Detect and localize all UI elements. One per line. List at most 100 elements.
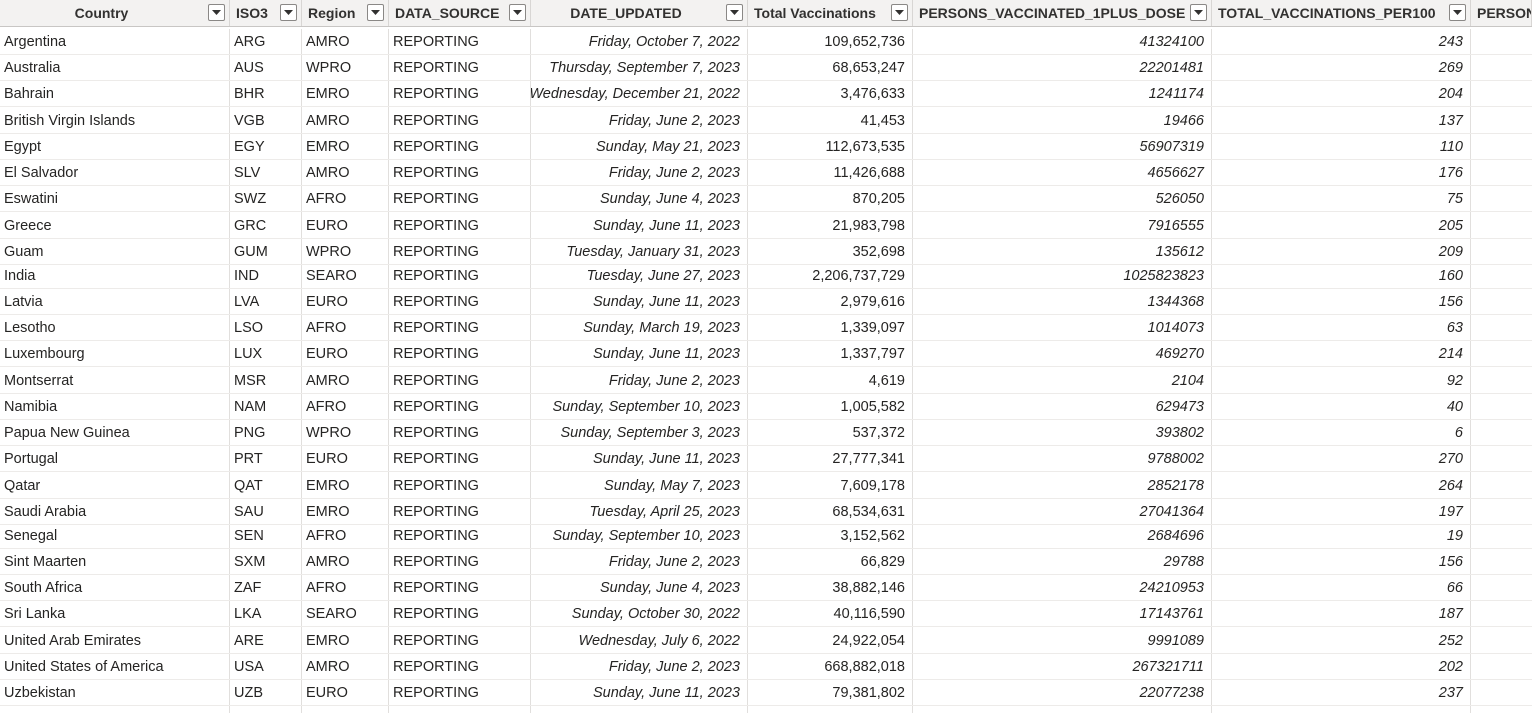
cell-persons-more [1471,134,1532,159]
column-header-total-vaccinations[interactable]: Total Vaccinations [748,0,913,26]
table-row[interactable]: Papua New Guinea PNG WPRO REPORTING Sunday, … [0,420,1532,446]
cell-persons-1plus: 22077238 [913,680,1212,705]
table-row[interactable]: Bahrain BHR EMRO REPORTING Wednesday, Decemb… [0,81,1532,107]
table-row[interactable]: El Salvador SLV AMRO REPORTING Friday, June … [0,160,1532,186]
cell-persons-1plus: 1241174 [913,81,1212,106]
cell-region: SEARO [302,265,389,288]
table-row[interactable]: Guam GUM WPRO REPORTING Tuesday, January 31,… [0,239,1532,265]
cell-persons-1plus: 9788002 [913,446,1212,471]
cell-persons-1plus: 17143761 [913,601,1212,626]
cell-persons-more [1471,81,1532,106]
cell-per100: 63 [1212,315,1471,340]
cell-country: British Virgin Islands [0,107,230,133]
column-header-label: DATA_SOURCE [395,5,500,21]
partial-cell [748,706,913,713]
filter-dropdown-icon[interactable] [367,4,384,21]
table-row[interactable]: Sint Maarten SXM AMRO REPORTING Friday, June… [0,549,1532,575]
filter-dropdown-icon[interactable] [726,4,743,21]
table-row[interactable]: Portugal PRT EURO REPORTING Sunday, June 11,… [0,446,1532,472]
cell-country: Qatar [0,472,230,498]
column-header-date-updated[interactable]: DATE_UPDATED [531,0,748,26]
table-row[interactable]: British Virgin Islands VGB AMRO REPORTING Fr… [0,107,1532,134]
filter-dropdown-icon[interactable] [1190,4,1207,21]
table-row[interactable]: India IND SEARO REPORTING Tuesday, June 27, … [0,265,1532,289]
table-row[interactable]: Egypt EGY EMRO REPORTING Sunday, May 21, 202… [0,134,1532,160]
cell-region: EMRO [302,627,389,653]
cell-total-vaccinations: 41,453 [748,107,913,133]
cell-country: Latvia [0,289,230,314]
cell-persons-more [1471,575,1532,600]
column-header-region[interactable]: Region [302,0,389,26]
cell-date-updated: Sunday, September 10, 2023 [531,525,748,548]
cell-region: AFRO [302,186,389,211]
column-header-persons-more[interactable]: PERSON [1471,0,1532,26]
cell-per100: 110 [1212,134,1471,159]
cell-date-updated: Friday, October 7, 2022 [531,29,748,54]
table-row[interactable]: Eswatini SWZ AFRO REPORTING Sunday, June 4, … [0,186,1532,212]
cell-per100: 137 [1212,107,1471,133]
table-row[interactable]: United Arab Emirates ARE EMRO REPORTING Wedn… [0,627,1532,654]
filter-dropdown-icon[interactable] [509,4,526,21]
column-header-data-source[interactable]: DATA_SOURCE [389,0,531,26]
cell-persons-1plus: 2852178 [913,472,1212,498]
cell-date-updated: Wednesday, December 21, 2022 [531,81,748,106]
partial-cell [302,706,389,713]
table-row[interactable]: United States of America USA AMRO REPORTING… [0,654,1532,680]
cell-country: United Arab Emirates [0,627,230,653]
cell-date-updated: Sunday, June 11, 2023 [531,680,748,705]
table-row[interactable]: Lesotho LSO AFRO REPORTING Sunday, March 19,… [0,315,1532,341]
cell-date-updated: Tuesday, June 27, 2023 [531,265,748,288]
table-row[interactable]: Uzbekistan UZB EURO REPORTING Sunday, June 1… [0,680,1532,706]
column-header-iso3[interactable]: ISO3 [230,0,302,26]
cell-region: SEARO [302,601,389,626]
cell-per100: 209 [1212,239,1471,264]
cell-country: Lesotho [0,315,230,340]
cell-per100: 252 [1212,627,1471,653]
cell-data-source: REPORTING [389,525,531,548]
filter-dropdown-icon[interactable] [208,4,225,21]
table-row[interactable]: Senegal SEN AFRO REPORTING Sunday, September… [0,525,1532,549]
cell-per100: 237 [1212,680,1471,705]
table-row[interactable]: Namibia NAM AFRO REPORTING Sunday, September… [0,394,1532,420]
cell-data-source: REPORTING [389,107,531,133]
cell-date-updated: Friday, June 2, 2023 [531,160,748,185]
cell-iso3: USA [230,654,302,679]
cell-data-source: REPORTING [389,29,531,54]
partial-cell [230,706,302,713]
cell-iso3: SWZ [230,186,302,211]
cell-data-source: REPORTING [389,134,531,159]
cell-persons-more [1471,160,1532,185]
cell-persons-1plus: 629473 [913,394,1212,419]
cell-iso3: SLV [230,160,302,185]
filter-dropdown-icon[interactable] [280,4,297,21]
table-row[interactable]: South Africa ZAF AFRO REPORTING Sunday, June… [0,575,1532,601]
cell-persons-1plus: 2684696 [913,525,1212,548]
cell-iso3: IND [230,265,302,288]
table-row[interactable]: Australia AUS WPRO REPORTING Thursday, Septe… [0,55,1532,81]
column-header-per100[interactable]: TOTAL_VACCINATIONS_PER100 [1212,0,1471,26]
cell-data-source: REPORTING [389,472,531,498]
cell-data-source: REPORTING [389,265,531,288]
filter-dropdown-icon[interactable] [891,4,908,21]
cell-persons-more [1471,654,1532,679]
cell-date-updated: Sunday, June 4, 2023 [531,575,748,600]
column-header-country[interactable]: Country [0,0,230,26]
table-row[interactable]: Montserrat MSR AMRO REPORTING Friday, June 2… [0,367,1532,394]
cell-region: AFRO [302,525,389,548]
table-row[interactable]: Luxembourg LUX EURO REPORTING Sunday, June 1… [0,341,1532,367]
table-row[interactable]: Qatar QAT EMRO REPORTING Sunday, May 7, 2023… [0,472,1532,499]
cell-persons-1plus: 4656627 [913,160,1212,185]
table-row[interactable]: Latvia LVA EURO REPORTING Sunday, June 11, 2… [0,289,1532,315]
table-row[interactable]: Argentina ARG AMRO REPORTING Friday, October… [0,29,1532,55]
cell-persons-more [1471,549,1532,574]
table-row[interactable]: Saudi Arabia SAU EMRO REPORTING Tuesday, Apr… [0,499,1532,525]
table-row-partial [0,706,1532,713]
table-row[interactable]: Sri Lanka LKA SEARO REPORTING Sunday, Octobe… [0,601,1532,627]
partial-cell [1212,706,1471,713]
cell-persons-1plus: 1344368 [913,289,1212,314]
filter-dropdown-icon[interactable] [1449,4,1466,21]
column-header-persons-1plus[interactable]: PERSONS_VACCINATED_1PLUS_DOSE [913,0,1212,26]
table-row[interactable]: Greece GRC EURO REPORTING Sunday, June 11, 2… [0,212,1532,239]
cell-total-vaccinations: 79,381,802 [748,680,913,705]
cell-data-source: REPORTING [389,239,531,264]
